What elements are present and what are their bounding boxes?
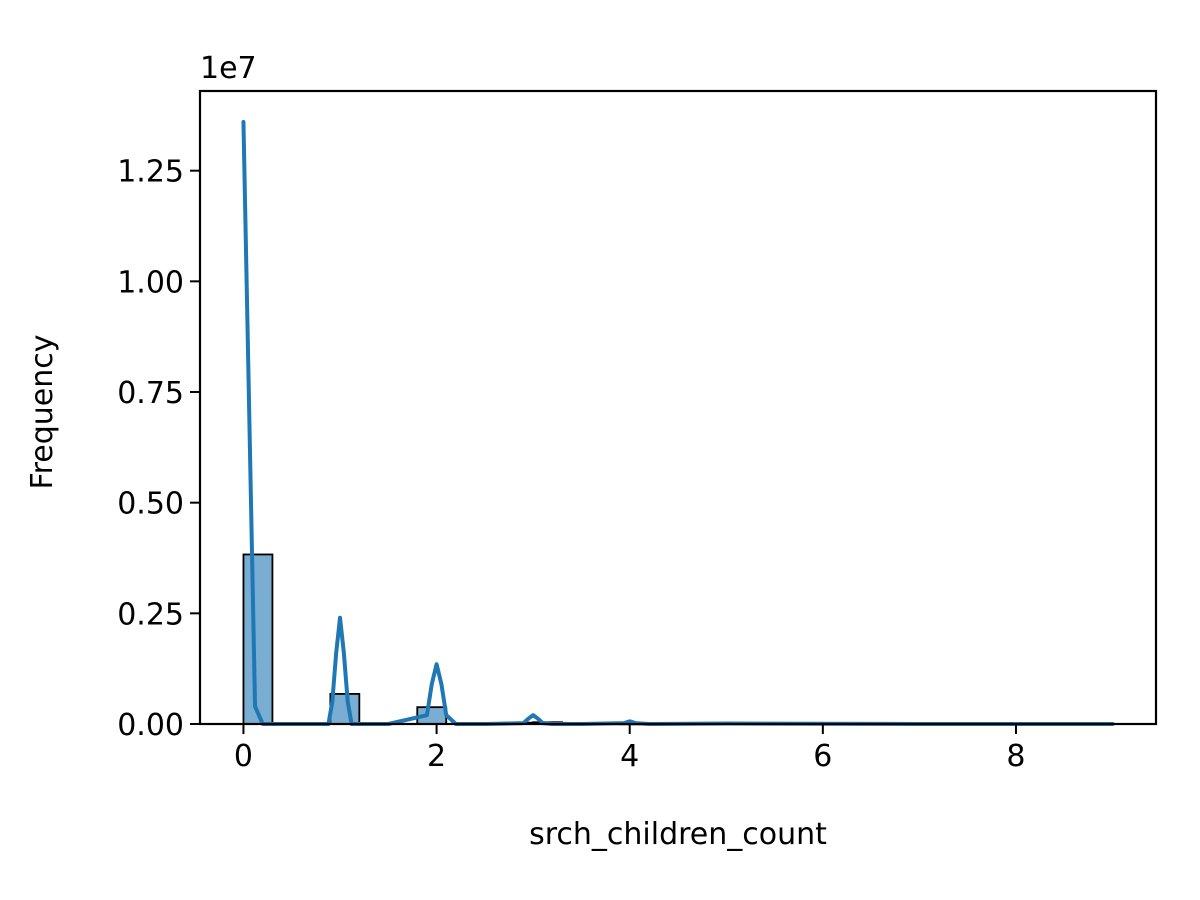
- y-tick-label: 1.00: [117, 265, 184, 300]
- x-tick-label: 4: [620, 739, 639, 774]
- histogram-bar-0: [242, 553, 274, 725]
- y-tick-label: 0.75: [117, 376, 184, 411]
- y-tick-label: 1.25: [117, 155, 184, 190]
- y-axis-ticks: 0.00 0.25 0.50 0.75 1.00 1.25: [117, 155, 200, 743]
- y-tick-label: 0.25: [117, 597, 184, 632]
- x-axis-ticks: 0 2 4 6 8: [234, 724, 1026, 774]
- y-tick-label: 0.00: [117, 708, 184, 743]
- x-tick-label: 0: [234, 739, 253, 774]
- x-tick-label: 2: [427, 739, 446, 774]
- histogram-bars: [242, 553, 650, 726]
- histogram-bar-1: [329, 692, 361, 725]
- x-axis-label: srch_children_count: [529, 817, 827, 852]
- kde-line: [241, 119, 1115, 726]
- x-tick-label: 6: [813, 739, 832, 774]
- kde-curve-group: [241, 119, 1115, 726]
- x-tick-label: 8: [1006, 739, 1025, 774]
- y-axis-offset-text: 1e7: [200, 51, 257, 86]
- y-tick-label: 0.50: [117, 487, 184, 522]
- y-axis-label: Frequency: [25, 335, 60, 490]
- plot-area-frame: [198, 89, 1158, 726]
